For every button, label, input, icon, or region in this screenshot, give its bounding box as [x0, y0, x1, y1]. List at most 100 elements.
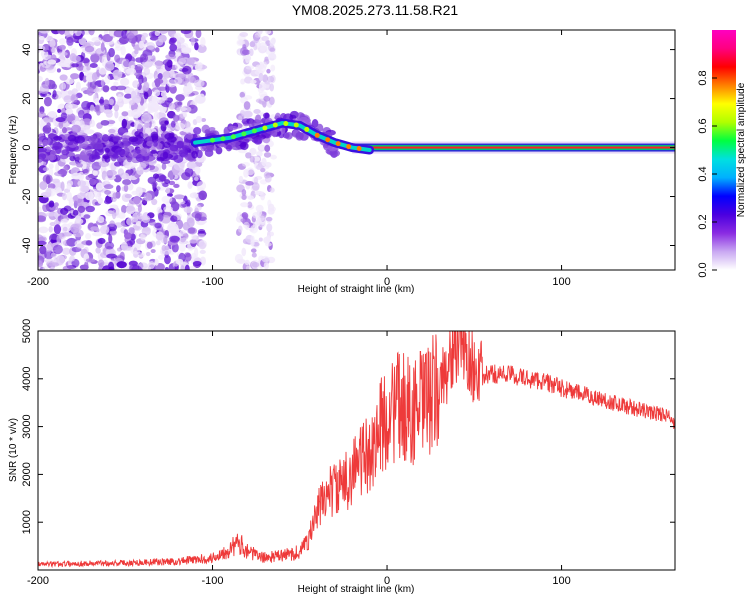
spectrogram-cell: [53, 135, 63, 141]
spectrogram-cell: [39, 181, 48, 190]
x-tick-label: 0: [384, 276, 390, 288]
spectrogram-cell: [241, 194, 247, 201]
spectrogram-cell: [236, 211, 242, 219]
spectrogram-cell: [247, 195, 254, 200]
spectrogram-cell: [265, 30, 272, 35]
spectrogram-cell: [156, 156, 165, 162]
spectrogram-cell: [71, 88, 78, 95]
spectrogram-cell: [251, 262, 260, 268]
spectrogram-cell: [47, 111, 57, 118]
ridge-peak: [346, 144, 352, 150]
spectrogram-cell: [249, 147, 257, 156]
spectrogram-cell: [244, 259, 250, 266]
spectrogram-cell: [157, 73, 163, 80]
spectrogram-cell: [240, 78, 246, 85]
ridge-peak: [251, 128, 257, 134]
spectrogram-cell: [104, 62, 115, 71]
spectrogram-cell: [39, 84, 50, 95]
spectrogram-cell: [238, 115, 243, 121]
spectrogram-cell: [228, 125, 238, 131]
spectrogram-cell: [186, 199, 191, 208]
spectrogram-cell: [85, 240, 93, 246]
spectrogram-cell: [238, 149, 247, 154]
spectrogram-cell: [246, 167, 255, 176]
spectrogram-cell: [75, 81, 81, 92]
spectrogram-cell: [198, 93, 206, 104]
spectrogram-cell: [240, 218, 246, 223]
spectrogram-cell: [239, 32, 249, 38]
y-tick-label: 2000: [21, 462, 33, 486]
spectrogram-cell: [270, 64, 276, 72]
colorbar-tick-label: 0.6: [697, 118, 709, 133]
spectrogram-cell: [42, 167, 49, 172]
spectrogram-cell: [177, 101, 183, 106]
spectrogram-cell: [169, 235, 180, 243]
spectrogram-cell: [99, 104, 105, 113]
spectrogram-cell: [258, 237, 263, 242]
spectrogram-y-ticks: -40 -20 0 20 40: [21, 43, 675, 253]
spectrogram-cell: [43, 116, 53, 124]
spectrogram-cell: [139, 162, 147, 169]
spectrogram-cell: [198, 241, 207, 250]
spectrogram-cell: [270, 154, 277, 160]
spectrogram-cell: [146, 241, 153, 249]
spectrogram-cell: [77, 109, 85, 119]
spectrogram-cell: [113, 128, 119, 134]
spectrogram-cell: [107, 120, 116, 125]
spectrogram-cell: [157, 98, 166, 104]
spectrogram-cell: [138, 74, 144, 85]
spectrogram-cell: [38, 240, 47, 246]
y-tick-label: 40: [21, 43, 33, 55]
spectrogram-cell: [99, 225, 110, 235]
spectrogram-cell: [103, 104, 110, 110]
spectrogram-cell: [204, 129, 211, 135]
spectrogram-cell: [164, 255, 171, 265]
spectrogram-cell: [173, 183, 180, 189]
spectrogram-cell: [98, 265, 103, 270]
spectrogram-cell: [114, 110, 119, 119]
spectrogram-cell: [166, 136, 177, 143]
spectrogram-cell: [122, 179, 132, 186]
spectrogram-cell: [84, 191, 94, 201]
spectrogram-cell: [329, 149, 341, 157]
spectrogram-cell: [151, 198, 158, 206]
spectrogram-cell: [104, 74, 111, 85]
spectrogram-cell: [245, 265, 251, 270]
spectrogram-cell: [77, 180, 87, 187]
spectrogram-cell: [57, 108, 62, 114]
spectrogram-cell: [42, 266, 49, 270]
spectrogram-cell: [173, 162, 185, 171]
spectrogram-cell: [74, 215, 82, 224]
ridge-peak: [272, 122, 278, 128]
spectrogram-x-ticks: -200 -100 0 100: [27, 30, 571, 288]
spectrogram-cell: [258, 82, 267, 91]
spectrogram-cell: [162, 71, 171, 79]
spectrogram-cell: [100, 119, 110, 126]
chart-title: YM08.2025.273.11.58.R21: [291, 2, 459, 18]
spectrogram-cell: [141, 32, 149, 38]
spectrogram-cell: [100, 42, 105, 52]
spectrogram-cell: [196, 181, 207, 191]
spectrogram-cell: [38, 226, 49, 234]
spectrogram-cell: [129, 100, 136, 106]
spectrogram-cell: [248, 119, 255, 129]
spectrogram-cell: [156, 206, 163, 214]
spectrogram-cell: [104, 199, 112, 205]
spectrogram-cell: [72, 209, 79, 216]
spectrogram-cell: [101, 56, 106, 67]
spectrogram-cell: [175, 258, 184, 265]
spectrogram-cell: [182, 112, 188, 118]
spectrogram-cell: [69, 53, 77, 62]
x-tick-label: -100: [202, 276, 224, 288]
spectrogram-cell: [240, 202, 249, 208]
spectrogram-cell: [174, 61, 184, 71]
spectrogram-cell: [247, 201, 253, 209]
spectrogram-cell: [270, 37, 276, 45]
spectrogram-cell: [151, 181, 158, 187]
spectrogram-cell: [245, 54, 250, 64]
spectrogram-cell: [61, 82, 66, 90]
spectrogram-cell: [255, 114, 262, 124]
spectrogram-cell: [163, 205, 173, 213]
spectrogram-cell: [130, 65, 135, 70]
spectrogram-cell: [252, 267, 258, 270]
